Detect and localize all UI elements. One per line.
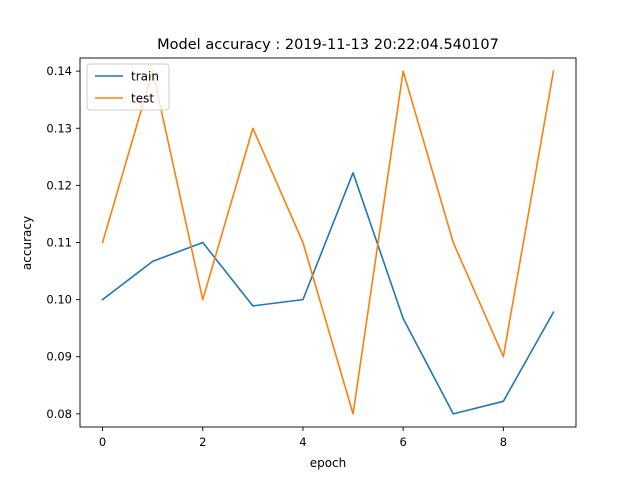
x-tick-label-6: 6	[399, 435, 406, 449]
x-axis-label: epoch	[310, 456, 347, 470]
y-tick-label-0.11: 0.11	[46, 236, 72, 250]
legend: train test	[86, 63, 170, 111]
x-tick-label-0: 0	[99, 435, 106, 449]
plot-area: 0 2 4 6 8 0.08 0.09 0.10 0.11 0.12 0.13 0.14	[46, 57, 577, 449]
y-tick-label-0.14: 0.14	[46, 64, 72, 78]
chart-title: Model accuracy : 2019-11-13 20:22:04.540…	[157, 37, 499, 53]
y-tick-label-0.10: 0.10	[46, 293, 72, 307]
series-line-train	[101, 172, 555, 415]
y-tick-label-0.08: 0.08	[46, 407, 72, 421]
y-tick-label-0.09: 0.09	[46, 350, 72, 364]
x-tick-label-8: 8	[500, 435, 507, 449]
legend-label-test: test	[131, 92, 154, 106]
y-axis-label: accuracy	[20, 216, 34, 270]
x-tick-label-2: 2	[199, 435, 206, 449]
legend-label-train: train	[131, 70, 159, 84]
series-line-test	[101, 70, 555, 415]
y-tick-label-0.13: 0.13	[46, 121, 72, 135]
x-tick-label-4: 4	[299, 435, 306, 449]
y-tick-label-0.12: 0.12	[46, 178, 72, 192]
